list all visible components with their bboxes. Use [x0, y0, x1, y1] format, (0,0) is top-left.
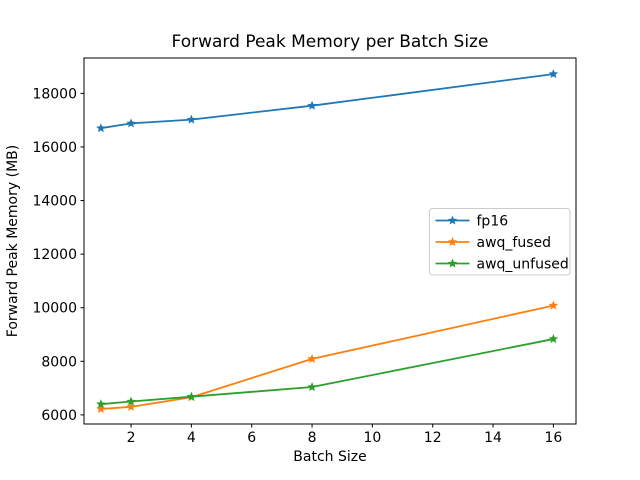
data-point-marker-fp16 — [186, 114, 197, 124]
y-tick-label: 12000 — [32, 247, 77, 263]
data-point-marker-fp16 — [126, 118, 136, 128]
data-point-marker-fp16 — [307, 100, 317, 110]
legend-label-awq_unfused: awq_unfused — [477, 257, 569, 273]
x-tick-label: 12 — [424, 430, 442, 446]
y-tick-label: 16000 — [32, 140, 77, 156]
data-point-marker-awq_unfused — [307, 382, 317, 392]
x-tick-label: 4 — [187, 430, 196, 446]
data-point-marker-awq_unfused — [186, 391, 197, 401]
data-point-marker-awq_unfused — [126, 396, 136, 406]
data-point-marker-awq_fused — [126, 401, 136, 411]
legend-label-awq_fused: awq_fused — [477, 235, 552, 251]
x-tick-label: 6 — [247, 430, 256, 446]
y-axis-label: Forward Peak Memory (MB) — [5, 145, 21, 337]
x-tick-label: 14 — [484, 430, 502, 446]
x-tick-label: 8 — [308, 430, 317, 446]
data-point-marker-awq_fused — [548, 300, 559, 310]
legend-sample-marker-awq_fused — [447, 237, 458, 247]
legend-sample-marker-fp16 — [447, 215, 458, 225]
x-tick-label: 10 — [363, 430, 381, 446]
legend-label-fp16: fp16 — [477, 214, 509, 230]
data-point-marker-awq_unfused — [96, 399, 106, 409]
y-tick-label: 8000 — [41, 354, 77, 370]
y-tick-label: 14000 — [32, 194, 77, 210]
plot-area: 2 4 6 8 10 12 14 16 6000 8000 10000 12000 14000 16000… — [32, 57, 577, 446]
data-point-marker-awq_unfused — [548, 334, 559, 344]
y-tick-label: 6000 — [41, 408, 77, 424]
x-axis-label: Batch Size — [293, 449, 366, 465]
legend-sample-marker-awq_unfused — [447, 258, 458, 268]
data-point-marker-fp16 — [96, 123, 106, 133]
y-tick-label: 10000 — [32, 301, 77, 317]
data-point-marker-awq_fused — [96, 404, 106, 414]
chart-title: Forward Peak Memory per Batch Size — [172, 32, 489, 52]
legend-box — [429, 208, 571, 276]
data-point-marker-awq_fused — [307, 353, 317, 363]
y-tick-label: 18000 — [32, 86, 77, 102]
x-tick-label: 2 — [127, 430, 136, 446]
x-tick-label: 16 — [544, 430, 562, 446]
data-point-marker-fp16 — [548, 69, 559, 79]
